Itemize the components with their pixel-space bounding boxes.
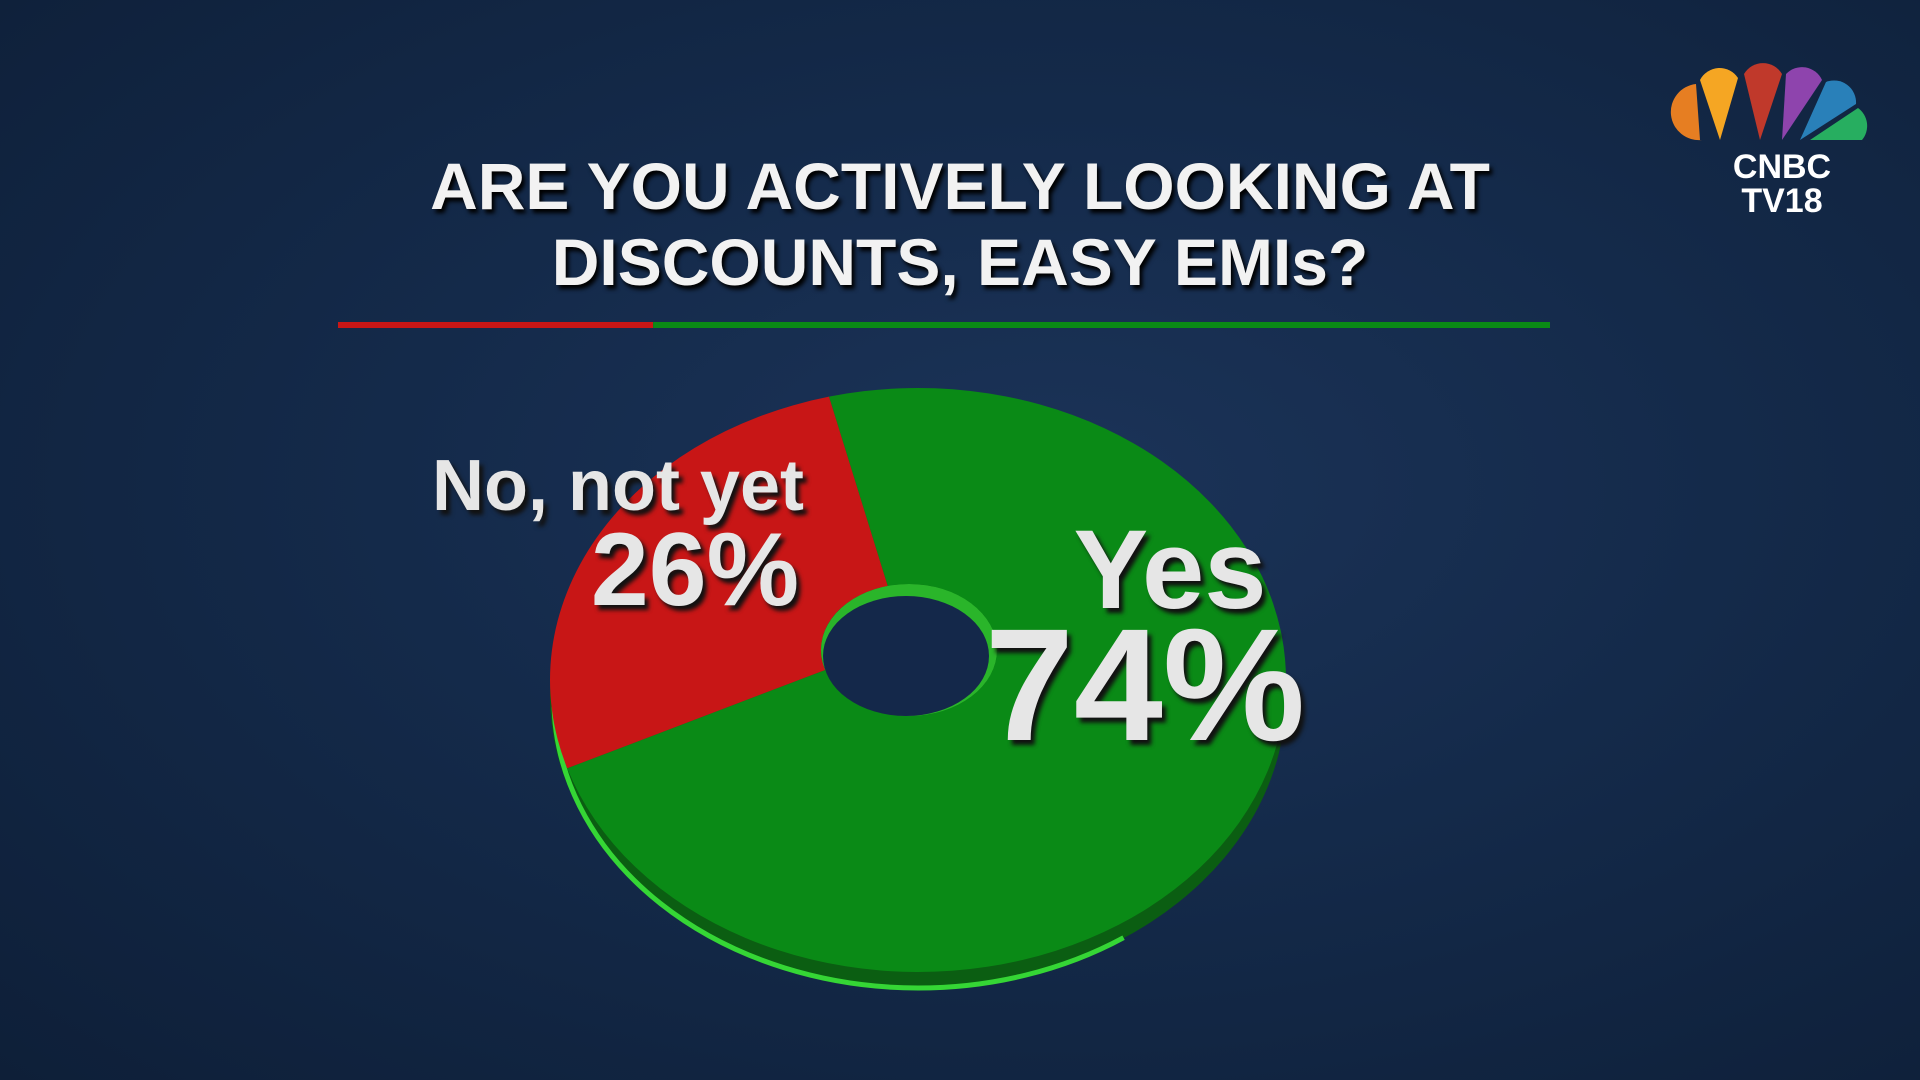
logo-petal xyxy=(1670,84,1702,141)
logo-text: TV18 xyxy=(1741,182,1822,220)
logo: CNBC TV18 xyxy=(1670,63,1868,220)
slice-label: Yes xyxy=(1073,507,1266,632)
donut-hole xyxy=(823,596,989,716)
slice-label: No, not yet xyxy=(432,446,804,526)
value-label: 74% xyxy=(985,595,1305,774)
chart-title: ARE YOU ACTIVELY LOOKING AT DISCOUNTS, E… xyxy=(430,149,1490,299)
pie-slice xyxy=(550,396,888,769)
logo-petal xyxy=(1700,68,1738,140)
value-label: 26% xyxy=(591,512,799,628)
logo-text: CNBC xyxy=(1733,148,1831,186)
pie-slice xyxy=(567,388,1287,972)
logo-petal xyxy=(1810,108,1868,140)
logo-petal xyxy=(1744,63,1782,141)
logo-petal xyxy=(1782,67,1822,140)
logo-petal xyxy=(1800,80,1857,140)
